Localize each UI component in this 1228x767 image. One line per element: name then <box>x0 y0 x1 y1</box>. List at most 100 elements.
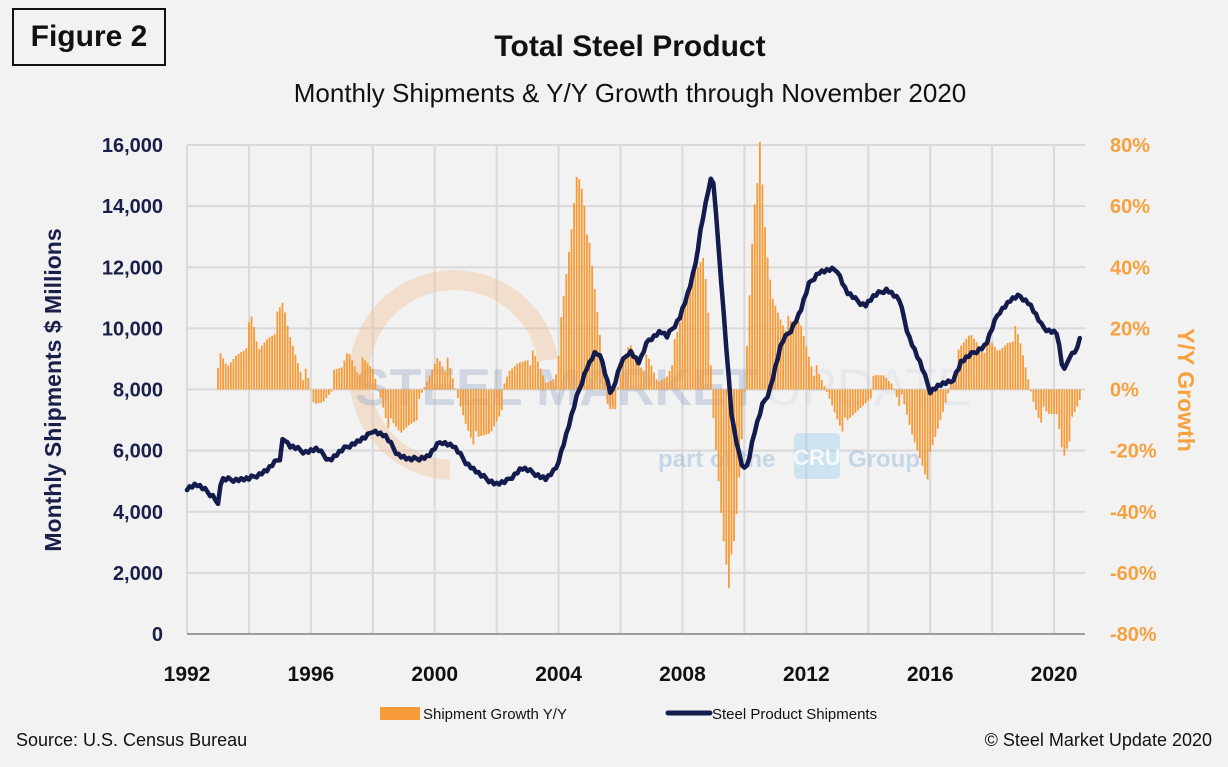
growth-bar <box>949 384 952 390</box>
growth-bar <box>428 375 431 390</box>
growth-bar <box>255 341 258 390</box>
growth-bar <box>890 383 893 390</box>
right-axis-tick-label: 20% <box>1110 318 1150 340</box>
growth-bar <box>882 375 885 390</box>
growth-bar <box>531 350 534 390</box>
growth-bar <box>807 356 810 390</box>
growth-bar <box>333 369 335 390</box>
growth-bar <box>578 179 581 390</box>
growth-bar <box>560 317 563 390</box>
growth-bar <box>1053 389 1055 415</box>
growth-bar <box>784 330 787 390</box>
growth-bar <box>1022 355 1024 390</box>
growth-bar <box>771 298 774 390</box>
growth-bar <box>939 389 942 421</box>
growth-bar <box>998 350 1001 390</box>
growth-bar <box>647 358 650 390</box>
growth-bar <box>952 377 955 390</box>
growth-bar <box>983 352 986 390</box>
growth-bar <box>229 362 232 390</box>
growth-bar <box>438 361 441 390</box>
growth-bar <box>555 374 557 390</box>
growth-bar <box>307 378 310 390</box>
growth-bar <box>738 389 741 478</box>
growth-bar <box>418 389 421 399</box>
growth-bar <box>356 372 359 390</box>
growth-bar <box>1068 389 1071 442</box>
growth-bar <box>408 389 410 426</box>
legend-swatch-growth <box>380 707 420 720</box>
growth-bar <box>573 203 575 390</box>
growth-bar <box>867 389 870 401</box>
growth-bar <box>931 389 934 446</box>
growth-bar <box>691 279 694 390</box>
growth-bar <box>730 389 733 555</box>
growth-bar <box>1042 389 1045 407</box>
growth-bar <box>250 316 253 390</box>
growth-bar <box>433 363 436 390</box>
growth-bar <box>704 279 707 390</box>
growth-bar <box>668 370 671 390</box>
growth-bar <box>534 355 537 390</box>
growth-bar <box>348 354 351 390</box>
growth-bar <box>694 271 697 390</box>
growth-bar <box>751 243 754 390</box>
growth-bar <box>1063 389 1066 456</box>
growth-bar <box>632 351 635 390</box>
growth-bar <box>1027 379 1030 390</box>
right-axis-tick-label: 40% <box>1110 257 1150 279</box>
growth-bar <box>1040 389 1043 423</box>
growth-bar <box>586 234 588 390</box>
growth-bar <box>315 389 317 404</box>
right-axis-ticks: -80% -60% -40% -20% 0% 20% 40% 60% 80% <box>1110 135 1157 646</box>
growth-bar <box>748 295 751 390</box>
growth-bar <box>898 389 901 406</box>
growth-bar <box>973 338 975 390</box>
growth-bar <box>542 375 545 390</box>
growth-bar <box>712 389 715 419</box>
growth-bar <box>988 339 991 390</box>
growth-bar <box>875 375 877 390</box>
growth-bar <box>887 380 890 390</box>
growth-bar <box>271 335 274 390</box>
growth-bar <box>498 389 501 417</box>
growth-bar <box>260 345 263 390</box>
growth-bar <box>810 366 813 390</box>
growth-bar <box>787 315 790 390</box>
growth-bar <box>1055 389 1058 415</box>
growth-bar <box>598 335 601 390</box>
growth-bar <box>918 389 921 459</box>
growth-bar <box>565 273 568 390</box>
growth-bar <box>353 366 356 390</box>
growth-bar <box>862 389 864 406</box>
growth-bar <box>227 365 230 390</box>
x-axis-ticks: 1992 1996 2000 2004 2008 2012 2016 2020 <box>164 663 1078 686</box>
growth-bar <box>769 279 772 390</box>
growth-bar <box>727 389 730 589</box>
growth-bar <box>655 379 658 390</box>
growth-bar <box>1076 389 1079 407</box>
right-axis-tick-label: -40% <box>1110 502 1157 524</box>
growth-bar <box>782 325 784 390</box>
growth-bar <box>366 363 369 390</box>
growth-bar <box>895 389 898 398</box>
growth-bar <box>263 342 266 390</box>
growth-bar <box>640 367 643 390</box>
growth-bar <box>392 389 395 424</box>
growth-bar <box>266 339 268 390</box>
growth-bar <box>402 389 405 431</box>
growth-bar <box>717 389 720 482</box>
growth-bar <box>431 369 434 390</box>
growth-bar <box>328 389 330 395</box>
growth-bar <box>580 188 583 390</box>
cru-logo-icon <box>794 433 840 479</box>
growth-bar <box>1035 389 1037 411</box>
growth-bar <box>720 389 723 513</box>
growth-bar <box>826 389 828 393</box>
growth-bar <box>1047 389 1050 414</box>
left-axis-ticks: 0 2,000 4,000 6,000 8,000 10,000 12,000 14,000 1… <box>102 135 163 646</box>
growth-bar <box>686 295 689 390</box>
x-axis-tick-label: 2012 <box>783 663 830 686</box>
growth-bar <box>506 376 508 390</box>
growth-bar <box>446 357 449 390</box>
